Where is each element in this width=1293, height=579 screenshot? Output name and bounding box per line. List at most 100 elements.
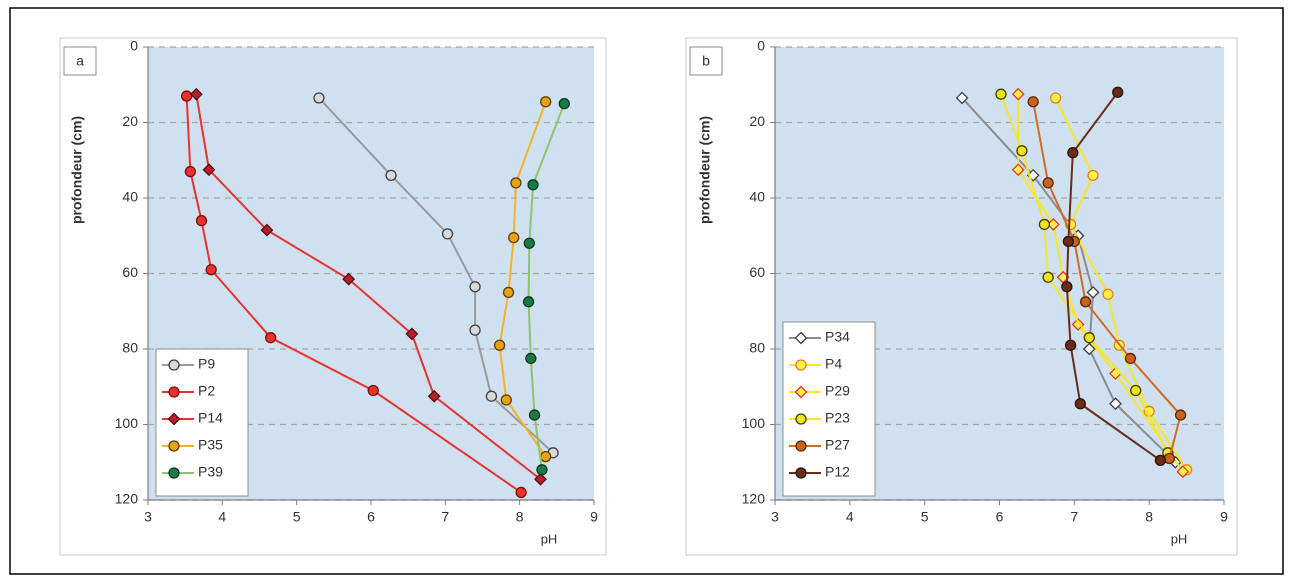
marker [534, 472, 547, 486]
legend-label: P23 [825, 410, 850, 426]
marker [493, 339, 506, 351]
marker [525, 352, 537, 365]
y-tick-label: 40 [749, 189, 765, 205]
marker [1074, 398, 1086, 410]
marker [260, 223, 274, 237]
marker [1124, 352, 1137, 365]
series [995, 88, 1174, 459]
legend-label: P12 [825, 464, 850, 480]
marker [1130, 384, 1142, 397]
x-tick-label: 8 [516, 509, 524, 525]
marker [536, 464, 548, 476]
marker [469, 324, 481, 336]
marker [485, 390, 498, 402]
legend-label: P35 [198, 437, 223, 453]
legend-marker [795, 440, 807, 452]
x-tick-label: 5 [293, 509, 301, 525]
marker [515, 486, 527, 499]
series [493, 96, 552, 463]
x-tick-label: 6 [367, 509, 375, 525]
x-tick-label: 5 [921, 509, 929, 525]
legend-marker [168, 359, 180, 371]
marker [1011, 87, 1025, 101]
y-tick-label: 20 [122, 113, 138, 129]
y-tick-label: 60 [122, 264, 138, 280]
marker [385, 169, 397, 182]
panel-label: b [702, 53, 710, 69]
legend-marker [168, 440, 180, 452]
marker [522, 296, 535, 308]
marker [202, 163, 216, 177]
marker [1011, 163, 1025, 177]
legend-marker [167, 412, 181, 426]
series [313, 92, 559, 459]
marker [995, 88, 1007, 100]
marker [342, 272, 356, 286]
marker [205, 264, 217, 276]
x-tick-label: 7 [1070, 509, 1078, 525]
x-tick-label: 6 [996, 509, 1004, 525]
marker [405, 327, 419, 341]
y-tick-label: 60 [749, 264, 765, 280]
series [181, 90, 527, 499]
marker [1042, 177, 1054, 189]
legend-label: P14 [198, 410, 223, 426]
marker [264, 332, 277, 344]
marker [558, 97, 570, 110]
legend-label: P2 [198, 383, 215, 399]
marker [510, 177, 522, 189]
x-axis-label: pH [1171, 531, 1188, 546]
marker [441, 228, 454, 240]
y-tick-label: 120 [742, 491, 766, 507]
legend-marker [795, 467, 807, 479]
legend-label: P4 [825, 356, 842, 372]
panel-label: a [76, 53, 84, 69]
marker [1038, 218, 1051, 231]
marker [195, 214, 208, 227]
marker [1062, 235, 1074, 248]
marker [528, 409, 541, 421]
y-tick-label: 120 [115, 491, 139, 507]
marker [500, 394, 512, 406]
marker [1064, 339, 1077, 351]
marker [1083, 332, 1095, 344]
y-tick-label: 20 [749, 113, 765, 129]
legend-marker [795, 413, 807, 425]
series [522, 97, 570, 476]
marker [367, 384, 379, 397]
x-tick-label: 9 [1220, 509, 1228, 525]
y-tick-label: 100 [742, 415, 766, 431]
legend-label: P29 [825, 383, 850, 399]
x-tick-label: 9 [590, 509, 598, 525]
legend-label: P27 [825, 437, 850, 453]
legend-marker [794, 331, 808, 345]
marker [1042, 271, 1054, 283]
y-tick-label: 80 [749, 340, 765, 356]
marker [313, 92, 325, 104]
marker [1087, 169, 1099, 182]
marker [1016, 145, 1028, 157]
marker [1102, 288, 1114, 300]
y-tick-label: 0 [130, 38, 138, 54]
marker [184, 165, 197, 178]
legend-label: P9 [198, 356, 215, 372]
marker [427, 389, 441, 403]
y-axis-label: profondeur (cm) [697, 116, 713, 224]
marker [1109, 397, 1122, 411]
y-tick-label: 0 [757, 38, 765, 54]
x-tick-label: 4 [846, 509, 854, 525]
y-tick-label: 40 [122, 189, 138, 205]
legend-label: P39 [198, 464, 223, 480]
series [1027, 96, 1187, 465]
marker [1163, 452, 1176, 465]
x-tick-label: 4 [218, 509, 226, 525]
series [1011, 87, 1190, 479]
x-tick-label: 3 [144, 509, 152, 525]
x-tick-label: 8 [1145, 509, 1153, 525]
marker [1174, 409, 1187, 421]
marker [1067, 147, 1079, 159]
marker [527, 179, 539, 191]
marker [1049, 92, 1062, 104]
marker [502, 286, 515, 299]
